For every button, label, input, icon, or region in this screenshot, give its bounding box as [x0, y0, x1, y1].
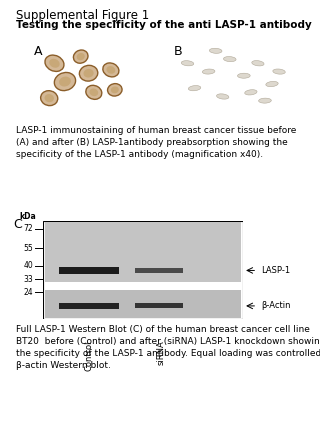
Text: B: B	[173, 45, 182, 58]
Ellipse shape	[223, 57, 236, 62]
Ellipse shape	[59, 77, 71, 86]
Text: Control: Control	[85, 340, 94, 371]
Text: siRNA: siRNA	[157, 340, 166, 365]
Text: LASP-1: LASP-1	[261, 266, 290, 275]
Text: 40: 40	[23, 261, 33, 270]
Text: LASP-1 immunostaining of human breast cancer tissue before
(A) and after (B) LAS: LASP-1 immunostaining of human breast ca…	[16, 126, 296, 159]
Text: β-Actin: β-Actin	[261, 302, 291, 311]
Ellipse shape	[188, 86, 201, 91]
Ellipse shape	[209, 48, 222, 53]
Bar	[59, 267, 119, 273]
Text: Testing the specificity of the anti LASP-1 antibody: Testing the specificity of the anti LASP…	[16, 20, 312, 30]
Bar	[45, 222, 241, 282]
Ellipse shape	[54, 72, 76, 91]
Ellipse shape	[89, 89, 98, 96]
Text: A: A	[34, 45, 42, 58]
Ellipse shape	[266, 81, 278, 86]
Ellipse shape	[107, 66, 115, 74]
Ellipse shape	[245, 90, 257, 95]
Ellipse shape	[202, 69, 215, 74]
Ellipse shape	[103, 63, 119, 77]
Ellipse shape	[259, 98, 271, 103]
Bar	[59, 303, 119, 309]
Ellipse shape	[45, 55, 64, 72]
Ellipse shape	[49, 59, 60, 68]
Ellipse shape	[111, 86, 119, 93]
Text: 24: 24	[24, 288, 33, 296]
Ellipse shape	[77, 53, 85, 60]
Ellipse shape	[217, 94, 229, 99]
Ellipse shape	[237, 73, 250, 78]
Ellipse shape	[86, 85, 102, 99]
Bar	[45, 290, 241, 318]
Ellipse shape	[108, 83, 122, 96]
Text: Supplemental Figure 1: Supplemental Figure 1	[16, 9, 149, 23]
Text: 33: 33	[23, 275, 33, 284]
Ellipse shape	[79, 65, 98, 81]
Text: Full LASP-1 Western Blot (C) of the human breast cancer cell line
BT20  before (: Full LASP-1 Western Blot (C) of the huma…	[16, 325, 320, 370]
Text: kDa: kDa	[19, 212, 36, 221]
Text: 55: 55	[23, 244, 33, 253]
Text: 72: 72	[24, 225, 33, 233]
Ellipse shape	[252, 60, 264, 66]
Ellipse shape	[273, 69, 285, 74]
Ellipse shape	[181, 60, 194, 66]
Ellipse shape	[73, 50, 88, 63]
Ellipse shape	[84, 69, 94, 78]
Ellipse shape	[44, 94, 54, 102]
Bar	[45, 283, 241, 290]
Ellipse shape	[41, 91, 58, 106]
Text: C: C	[13, 218, 21, 231]
Bar	[135, 268, 183, 273]
Bar	[135, 303, 183, 308]
